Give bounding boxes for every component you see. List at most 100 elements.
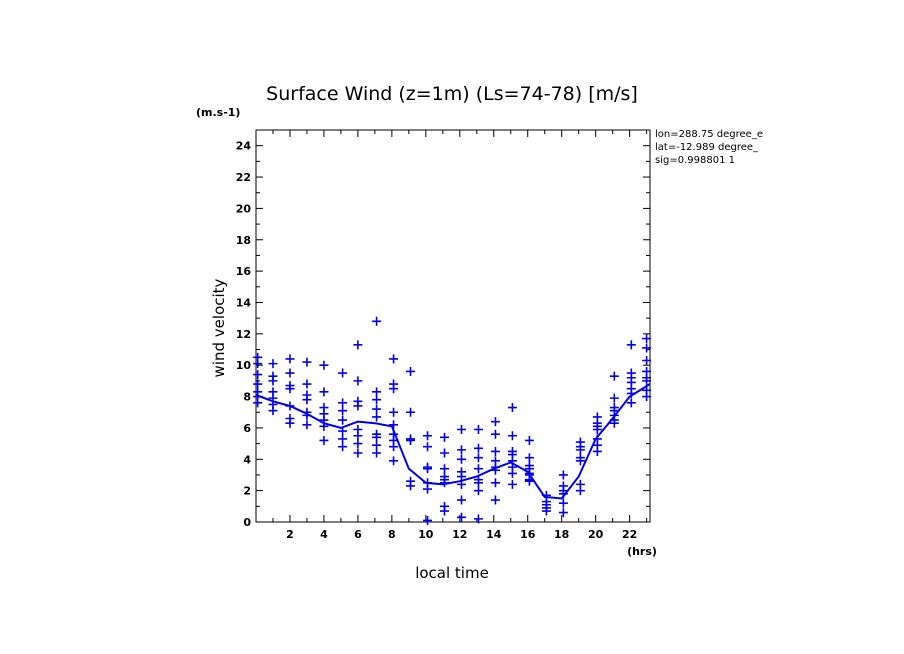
data-point-marker (456, 512, 466, 522)
data-point-marker (302, 395, 312, 405)
data-point-marker (338, 406, 348, 416)
plot-frame (255, 129, 651, 523)
data-point-marker (456, 472, 466, 482)
latitude-info: lat=-12.989 degree_ (655, 142, 759, 153)
data-point-marker (490, 495, 500, 505)
data-point-marker (456, 445, 466, 455)
data-point-marker (423, 431, 433, 441)
y-unit-label: (m.s-1) (196, 106, 240, 119)
data-point-marker (440, 432, 450, 442)
data-point-marker (372, 432, 382, 442)
data-point-marker (473, 424, 483, 434)
data-point-marker (285, 368, 295, 378)
data-point-marker (473, 453, 483, 463)
data-point-marker (473, 443, 483, 453)
data-point-marker (558, 470, 568, 480)
data-point-marker (642, 355, 652, 365)
data-point-marker (575, 486, 585, 496)
y-tick-label: 2 (243, 485, 251, 498)
data-point-marker (353, 340, 363, 350)
x-tick-label: 8 (388, 528, 396, 541)
data-point-marker (440, 506, 450, 516)
data-point-marker (558, 498, 568, 508)
x-tick-label: 18 (554, 528, 569, 541)
y-tick-label: 12 (236, 328, 251, 341)
data-point-marker (473, 478, 483, 488)
data-point-marker (253, 379, 263, 389)
data-point-marker (609, 393, 619, 403)
y-tick-label: 4 (243, 453, 251, 466)
y-tick-label: 16 (236, 265, 252, 278)
y-tick-label: 8 (243, 391, 251, 404)
data-point-marker (372, 387, 382, 397)
data-point-marker (558, 508, 568, 518)
y-tick-label: 0 (243, 516, 251, 529)
x-tick-label: 10 (418, 528, 434, 541)
location-info: lon=288.75 degree_e lat=-12.989 degree_ … (655, 128, 779, 167)
x-tick-label: 2 (286, 528, 294, 541)
data-point-marker (507, 468, 517, 478)
data-point-marker (372, 412, 382, 422)
data-point-marker (338, 434, 348, 444)
y-tick-label: 14 (236, 296, 252, 309)
data-point-marker (423, 442, 433, 452)
data-point-marker (353, 439, 363, 449)
data-point-marker (338, 415, 348, 425)
data-point-marker (268, 406, 278, 416)
data-point-marker (456, 495, 466, 505)
data-point-marker (253, 370, 263, 380)
y-tick-label: 10 (236, 359, 252, 372)
data-point-marker (389, 407, 399, 417)
data-point-marker (389, 354, 399, 364)
data-point-marker (353, 448, 363, 458)
data-point-marker (302, 357, 312, 367)
data-point-marker (423, 484, 433, 494)
x-axis-label: local time (415, 564, 489, 582)
data-point-marker (507, 479, 517, 489)
data-point-marker (592, 424, 602, 434)
y-axis-label: wind velocity (210, 278, 228, 377)
data-point-marker (626, 340, 636, 350)
data-point-marker (456, 424, 466, 434)
data-point-marker (490, 417, 500, 427)
data-point-marker (372, 404, 382, 414)
x-tick-label: 6 (354, 528, 362, 541)
data-point-marker (372, 448, 382, 458)
data-point-marker (372, 395, 382, 405)
x-tick-label: 22 (622, 528, 637, 541)
data-point-marker (285, 354, 295, 364)
data-point-marker (372, 440, 382, 450)
data-point-marker (302, 379, 312, 389)
plot-axes (255, 129, 651, 523)
data-point-marker (338, 398, 348, 408)
data-point-marker (285, 418, 295, 428)
y-tick-label: 24 (236, 140, 252, 153)
data-point-marker (423, 464, 433, 474)
x-unit-label: (hrs) (627, 545, 657, 558)
data-point-marker (473, 464, 483, 474)
data-point-marker (406, 481, 416, 491)
data-point-marker (609, 418, 619, 428)
data-point-marker (353, 431, 363, 441)
data-point-marker (406, 366, 416, 376)
data-point-marker (440, 448, 450, 458)
data-point-marker (490, 446, 500, 456)
data-point-marker (642, 376, 652, 386)
data-point-marker (642, 392, 652, 402)
data-point-marker (338, 368, 348, 378)
data-point-marker (338, 442, 348, 452)
chart-title: Surface Wind (z=1m) (Ls=74-78) [m/s] (266, 83, 638, 105)
data-point-marker (319, 435, 329, 445)
data-point-marker (285, 384, 295, 394)
sigma-info: sig=0.998801 1 (655, 155, 735, 166)
longitude-info: lon=288.75 degree_e (655, 129, 763, 140)
data-point-marker (353, 376, 363, 386)
data-point-marker (473, 486, 483, 496)
data-point-marker (609, 371, 619, 381)
data-point-marker (440, 464, 450, 474)
data-point-marker (389, 456, 399, 466)
data-point-marker (575, 456, 585, 466)
x-tick-label: 16 (520, 528, 536, 541)
